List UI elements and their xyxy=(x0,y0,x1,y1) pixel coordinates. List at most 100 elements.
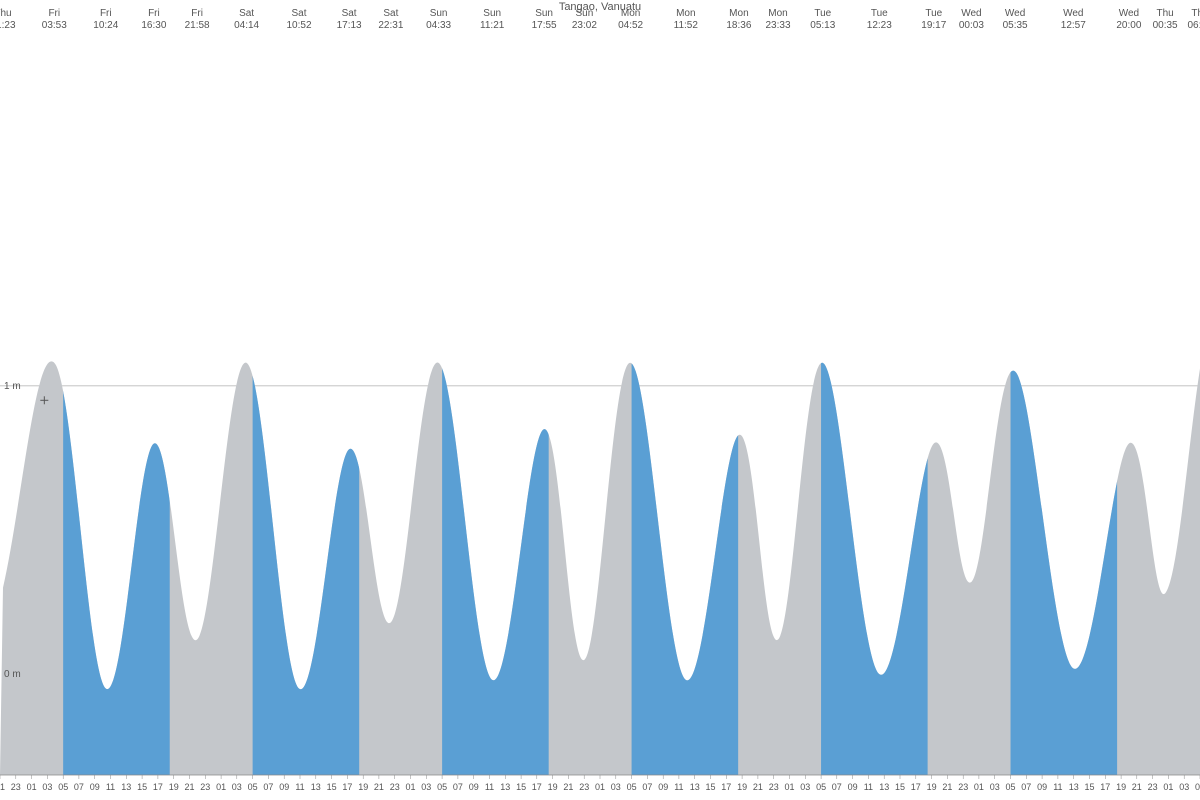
x-axis-hour: 21 xyxy=(184,782,194,792)
extreme-time-label: 12:23 xyxy=(867,20,892,31)
x-axis-hour: 19 xyxy=(927,782,937,792)
extreme-time-label: 23:33 xyxy=(765,20,790,31)
x-axis-hour: 13 xyxy=(500,782,510,792)
x-axis-hour: 07 xyxy=(642,782,652,792)
extreme-day-label: Wed xyxy=(961,8,981,19)
extreme-time-label: 05:35 xyxy=(1003,20,1028,31)
extreme-time-label: 21:23 xyxy=(0,20,16,31)
x-axis-hour: 13 xyxy=(1069,782,1079,792)
x-axis-hour: 23 xyxy=(390,782,400,792)
extreme-day-label: Fri xyxy=(191,8,203,19)
extreme-time-label: 18:36 xyxy=(726,20,751,31)
x-axis-hour: 07 xyxy=(453,782,463,792)
extreme-day-label: Tue xyxy=(925,8,942,19)
extreme-day-label: Tue xyxy=(814,8,831,19)
x-axis-hour: 01 xyxy=(27,782,37,792)
extreme-time-label: 23:02 xyxy=(572,20,597,31)
x-axis-hour: 19 xyxy=(737,782,747,792)
x-axis-hour: 01 xyxy=(1163,782,1173,792)
extreme-time-label: 12:57 xyxy=(1061,20,1086,31)
x-axis-hour: 09 xyxy=(469,782,479,792)
x-axis-hour: 03 xyxy=(611,782,621,792)
extreme-time-label: 10:52 xyxy=(286,20,311,31)
extreme-day-label: Mon xyxy=(621,8,640,19)
extreme-time-label: 16:30 xyxy=(141,20,166,31)
x-axis-hour: 03 xyxy=(990,782,1000,792)
extreme-day-label: Sat xyxy=(291,8,306,19)
x-axis-hour: 19 xyxy=(358,782,368,792)
x-axis-hour: 07 xyxy=(74,782,84,792)
x-axis-hour: 13 xyxy=(690,782,700,792)
x-axis-hour: 01 xyxy=(405,782,415,792)
x-axis-hour: 11 xyxy=(1053,782,1062,792)
x-axis-hour: 13 xyxy=(121,782,131,792)
extreme-time-label: 04:52 xyxy=(618,20,643,31)
x-axis-hour: 17 xyxy=(721,782,731,792)
x-axis-hour: 11 xyxy=(674,782,683,792)
extreme-time-label: 00:03 xyxy=(959,20,984,31)
x-axis-hour: 13 xyxy=(879,782,889,792)
x-axis-hour: 01 xyxy=(216,782,226,792)
y-axis-label: 0 m xyxy=(4,669,21,680)
extreme-time-label: 21:58 xyxy=(185,20,210,31)
extreme-day-label: Mon xyxy=(768,8,787,19)
x-axis-hour: 17 xyxy=(911,782,921,792)
extreme-time-label: 11:52 xyxy=(674,20,699,31)
extreme-day-label: Sat xyxy=(383,8,398,19)
x-axis-hour: 07 xyxy=(1021,782,1031,792)
extreme-day-label: Mon xyxy=(729,8,748,19)
x-axis-hour: 23 xyxy=(769,782,779,792)
extreme-day-label: Mon xyxy=(676,8,695,19)
x-axis-hour: 03 xyxy=(1179,782,1189,792)
extreme-time-label: 04:14 xyxy=(234,20,259,31)
x-axis-hour: 21 xyxy=(374,782,384,792)
x-axis-hour: 09 xyxy=(658,782,668,792)
x-axis-hour: 09 xyxy=(1037,782,1047,792)
extreme-time-label: 20:00 xyxy=(1116,20,1141,31)
x-axis-hour: 23 xyxy=(579,782,589,792)
extreme-day-label: Thu xyxy=(1156,8,1173,19)
x-axis-hour: 09 xyxy=(90,782,100,792)
x-axis-hour: 15 xyxy=(895,782,905,792)
extreme-time-label: 22:31 xyxy=(378,20,403,31)
x-axis-hour: 05 xyxy=(437,782,447,792)
extreme-day-label: Fri xyxy=(148,8,160,19)
x-axis-hour: 11 xyxy=(485,782,494,792)
x-axis-hour: 09 xyxy=(279,782,289,792)
x-axis-hour: 15 xyxy=(1084,782,1094,792)
x-axis-hour: 19 xyxy=(169,782,179,792)
x-axis-hour: 21 xyxy=(563,782,573,792)
x-axis-hour: 21 xyxy=(1132,782,1142,792)
extreme-time-label: 17:13 xyxy=(337,20,362,31)
x-axis-hour: 05 xyxy=(627,782,637,792)
x-axis-hour: 15 xyxy=(516,782,526,792)
extreme-day-label: Sat xyxy=(239,8,254,19)
x-axis-hour: 01 xyxy=(784,782,794,792)
extreme-time-label: 17:55 xyxy=(532,20,557,31)
y-axis-label: 1 m xyxy=(4,381,21,392)
extreme-time-label: 11:21 xyxy=(480,20,505,31)
x-axis-hour: 17 xyxy=(1100,782,1110,792)
extreme-time-label: 03:53 xyxy=(42,20,67,31)
x-axis-hour: 23 xyxy=(200,782,210,792)
x-axis-hour: 03 xyxy=(421,782,431,792)
x-axis-hour: 03 xyxy=(800,782,810,792)
x-axis-hour: 23 xyxy=(11,782,21,792)
x-axis-hour: 01 xyxy=(595,782,605,792)
x-axis-hour: 23 xyxy=(1148,782,1158,792)
tide-chart-svg: Tangao, Vanuatu Thu21:23Fri03:53Fri10:24… xyxy=(0,0,1200,800)
extreme-time-label: 19:17 xyxy=(921,20,946,31)
extreme-time-label: 10:24 xyxy=(93,20,118,31)
extreme-day-label: Wed xyxy=(1063,8,1083,19)
x-axis-hour: 05 xyxy=(58,782,68,792)
x-axis-hour: 19 xyxy=(1116,782,1126,792)
x-axis-hour: 13 xyxy=(311,782,321,792)
x-axis-hour: 15 xyxy=(327,782,337,792)
extreme-day-label: Wed xyxy=(1119,8,1139,19)
extreme-day-label: Fri xyxy=(48,8,60,19)
x-axis-hour: 05 xyxy=(816,782,826,792)
x-axis-hour: 05 xyxy=(1195,782,1200,792)
x-axis-hour: 11 xyxy=(106,782,115,792)
x-axis-hour: 11 xyxy=(295,782,304,792)
x-axis-hour: 03 xyxy=(232,782,242,792)
